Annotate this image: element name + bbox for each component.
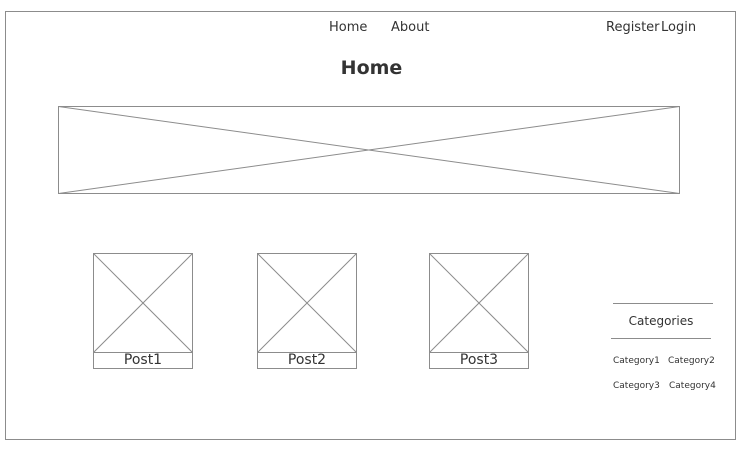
- nav-link-about[interactable]: About: [391, 20, 430, 35]
- image-placeholder-icon: [93, 253, 193, 353]
- image-placeholder-icon: [429, 253, 529, 353]
- post-card-2[interactable]: Post2: [257, 253, 357, 371]
- post-thumbnail: [257, 253, 357, 353]
- categories-heading: Categories: [628, 314, 694, 328]
- post-title: Post2: [257, 352, 357, 369]
- hero-image-icon: [58, 106, 680, 194]
- post-card-1[interactable]: Post1: [93, 253, 193, 371]
- post-thumbnail: [429, 253, 529, 353]
- hero-image-placeholder: [58, 106, 680, 194]
- page-title: Home: [340, 57, 403, 79]
- nav-link-register[interactable]: Register: [606, 20, 660, 35]
- image-placeholder-icon: [257, 253, 357, 353]
- post-card-3[interactable]: Post3: [429, 253, 529, 371]
- nav-link-home[interactable]: Home: [329, 20, 368, 35]
- category-link-4[interactable]: Category4: [669, 381, 716, 391]
- categories-bottom-divider: [611, 338, 711, 339]
- post-title: Post3: [429, 352, 529, 369]
- nav-link-login[interactable]: Login: [661, 20, 697, 35]
- post-thumbnail: [93, 253, 193, 353]
- category-link-1[interactable]: Category1: [613, 356, 660, 366]
- category-link-2[interactable]: Category2: [668, 356, 715, 366]
- category-link-3[interactable]: Category3: [613, 381, 660, 391]
- categories-top-divider: [613, 303, 713, 304]
- post-title: Post1: [93, 352, 193, 369]
